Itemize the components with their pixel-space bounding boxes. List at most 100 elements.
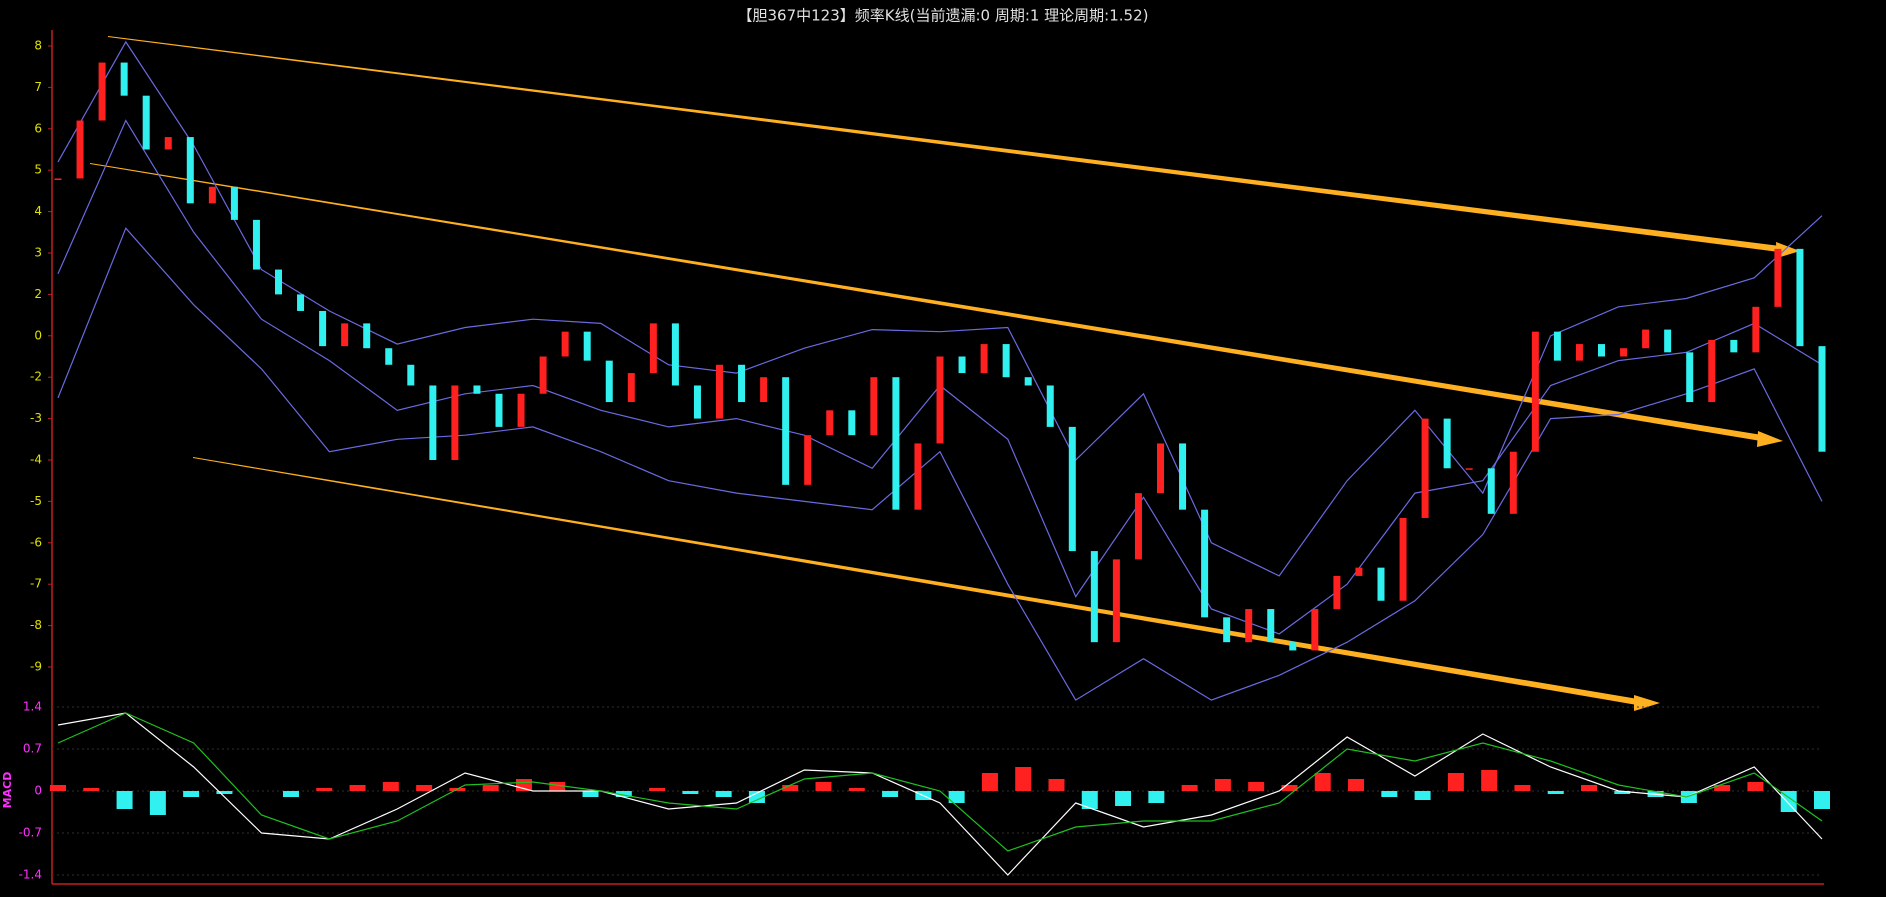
candle — [1311, 609, 1319, 651]
candle — [230, 186, 238, 220]
candle — [1333, 575, 1341, 610]
candle — [1223, 617, 1231, 643]
candle — [495, 393, 503, 427]
chart-title: 【胆367中123】频率K线(当前遗漏:0 周期:1 理论周期:1.52) — [738, 7, 1149, 25]
histogram-bar — [981, 773, 998, 791]
histogram-bar — [1447, 773, 1464, 791]
candle — [473, 385, 481, 394]
candle — [275, 269, 282, 295]
candle — [1686, 352, 1694, 403]
candle — [760, 377, 768, 403]
candle — [1046, 385, 1054, 427]
histogram-bar — [1414, 791, 1431, 800]
candle — [1598, 344, 1605, 357]
histogram-bar — [549, 782, 566, 791]
y-tick-label: 1.4 — [23, 700, 42, 714]
arrow-head — [1757, 431, 1783, 447]
candle — [1752, 306, 1760, 353]
candle — [1399, 517, 1407, 601]
y-tick-label: 7 — [34, 80, 42, 94]
y-tick-label: 4 — [34, 204, 42, 218]
histogram-bar — [582, 791, 599, 797]
histogram-bar — [1148, 791, 1165, 803]
histogram-bar — [216, 791, 233, 794]
candle — [429, 385, 437, 460]
histogram-bar — [1115, 791, 1132, 806]
candle — [870, 377, 878, 436]
histogram-bar — [1314, 773, 1331, 791]
candle — [54, 178, 62, 180]
candle — [826, 410, 834, 436]
candle — [671, 323, 679, 386]
trend-line — [108, 36, 1780, 252]
histogram-bar — [1181, 785, 1198, 791]
candle — [120, 62, 128, 96]
candle — [76, 120, 84, 179]
candle — [1267, 609, 1275, 643]
candle — [627, 373, 635, 403]
y-tick-label: 8 — [34, 39, 42, 53]
candle — [385, 348, 393, 365]
histogram-bar — [1581, 785, 1598, 791]
candle — [1090, 551, 1098, 643]
histogram-bar — [349, 785, 366, 791]
candle — [1134, 493, 1142, 560]
candle — [738, 364, 746, 403]
candle — [583, 331, 591, 361]
histogram-bar — [1714, 785, 1731, 791]
histogram-bar — [682, 791, 699, 794]
candle — [693, 385, 701, 419]
y-tick-label: 2 — [34, 287, 42, 301]
candle — [1531, 331, 1539, 452]
candle — [539, 356, 547, 394]
y-tick-label: 6 — [34, 121, 42, 135]
candle — [892, 377, 900, 510]
histogram-bar — [1514, 785, 1531, 791]
candle — [848, 410, 856, 436]
y-tick-label: -6 — [30, 535, 42, 549]
candle — [1245, 609, 1253, 643]
candle — [164, 137, 172, 150]
candle — [1465, 468, 1473, 470]
arrow-head — [1634, 695, 1660, 711]
y-tick-label: 0 — [34, 784, 42, 798]
candle — [1664, 329, 1672, 353]
candle — [1509, 451, 1517, 514]
candle — [1201, 509, 1209, 618]
y-tick-label: -0.7 — [19, 826, 42, 840]
candle — [319, 310, 327, 347]
y-tick-label: -4 — [30, 453, 42, 467]
histogram-bar — [1481, 770, 1498, 791]
y-tick-label: -2 — [30, 370, 42, 384]
candle — [1377, 567, 1385, 601]
candle — [1024, 377, 1032, 386]
y-tick-label: 0 — [34, 328, 42, 342]
y-tick-label: 5 — [34, 163, 42, 177]
candle — [1421, 418, 1429, 518]
candle — [297, 294, 305, 311]
histogram-bar — [1747, 782, 1764, 791]
histogram-bar — [382, 782, 399, 791]
histogram-bar — [1780, 791, 1797, 812]
candle — [1730, 339, 1738, 353]
arrow-head — [1776, 242, 1800, 258]
histogram-bar — [149, 791, 166, 815]
candle — [1443, 418, 1451, 469]
candle — [517, 393, 525, 427]
candle — [936, 356, 944, 444]
candle — [186, 137, 194, 204]
y-tick-label: 3 — [34, 246, 42, 260]
candle — [1068, 426, 1076, 552]
candle — [1708, 339, 1716, 403]
histogram-bar — [1081, 791, 1098, 809]
histogram-bar — [1348, 779, 1365, 791]
candle — [252, 219, 260, 270]
y-axis-label: MACD — [1, 772, 14, 809]
candle — [980, 344, 988, 374]
trend-line — [193, 457, 1638, 705]
candle — [208, 186, 216, 204]
histogram-bar — [1814, 791, 1830, 809]
histogram-bar — [316, 788, 333, 791]
macd-line — [57, 712, 1823, 852]
y-tick-label: -5 — [30, 494, 42, 508]
